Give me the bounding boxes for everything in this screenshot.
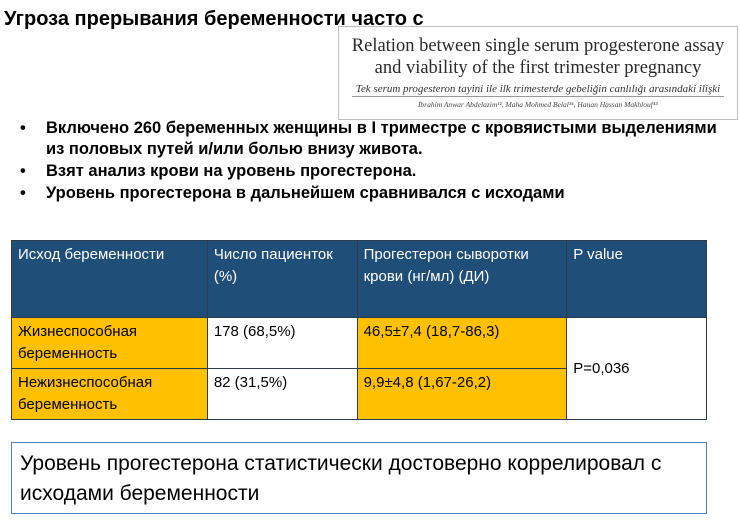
cell-progesterone: 46,5±7,4 (18,7-86,3)	[356, 317, 568, 369]
bullet-text: Взят анализ крови на уровень прогестерон…	[46, 162, 417, 180]
paper-citation-image: Relation between single serum progestero…	[338, 26, 738, 120]
bullet-text: Уровень прогестерона в дальнейшем сравни…	[46, 184, 565, 202]
cell-count: 178 (68,5%)	[206, 317, 358, 369]
paper-subtitle: Tek serum progesteron tayini ile ilk tri…	[351, 83, 725, 97]
conclusion-box: Уровень прогестерона статистически досто…	[11, 442, 707, 514]
bullet-dot-icon: •	[20, 162, 26, 180]
header-count: Число пациенток (%)	[206, 240, 358, 318]
bullet-list: • Включено 260 беременных женщины в I три…	[18, 118, 738, 205]
header-progesterone: Прогестерон сыворотки крови (нг/мл) (ДИ)	[356, 240, 568, 318]
bullet-item: • Взят анализ крови на уровень прогестеро…	[18, 161, 738, 182]
header-p-value: P value	[566, 240, 707, 318]
cell-progesterone: 9,9±4,8 (1,67-26,2)	[356, 368, 568, 420]
bullet-item: • Уровень прогестерона в дальнейшем сравн…	[18, 183, 738, 204]
bullet-text: Включено 260 беременных женщины в I трим…	[46, 119, 717, 158]
bullet-dot-icon: •	[20, 119, 26, 137]
cell-outcome: Нежизнеспособная беременность	[11, 368, 208, 420]
results-table: Исход беременности Число пациенток (%) П…	[11, 240, 707, 420]
header-outcome: Исход беременности	[11, 240, 208, 318]
paper-title: Relation between single serum progestero…	[351, 36, 725, 78]
cell-count: 82 (31,5%)	[206, 368, 358, 420]
table-row: Нежизнеспособная беременность 82 (31,5%)…	[11, 368, 707, 420]
bullet-dot-icon: •	[20, 184, 26, 202]
bullet-item: • Включено 260 беременных женщины в I три…	[18, 118, 738, 160]
table-row: Жизнеспособная беременность 178 (68,5%) …	[11, 317, 707, 420]
paper-authors: İbrahim Anwar Abdelazim¹², Maha Mohmed B…	[417, 100, 659, 109]
cell-outcome: Жизнеспособная беременность	[11, 317, 208, 369]
table-header-row: Исход беременности Число пациенток (%) П…	[11, 240, 707, 318]
slide-title: Угроза прерывания беременности часто свя…	[4, 8, 424, 30]
cell-p-value: P=0,036	[566, 317, 707, 420]
